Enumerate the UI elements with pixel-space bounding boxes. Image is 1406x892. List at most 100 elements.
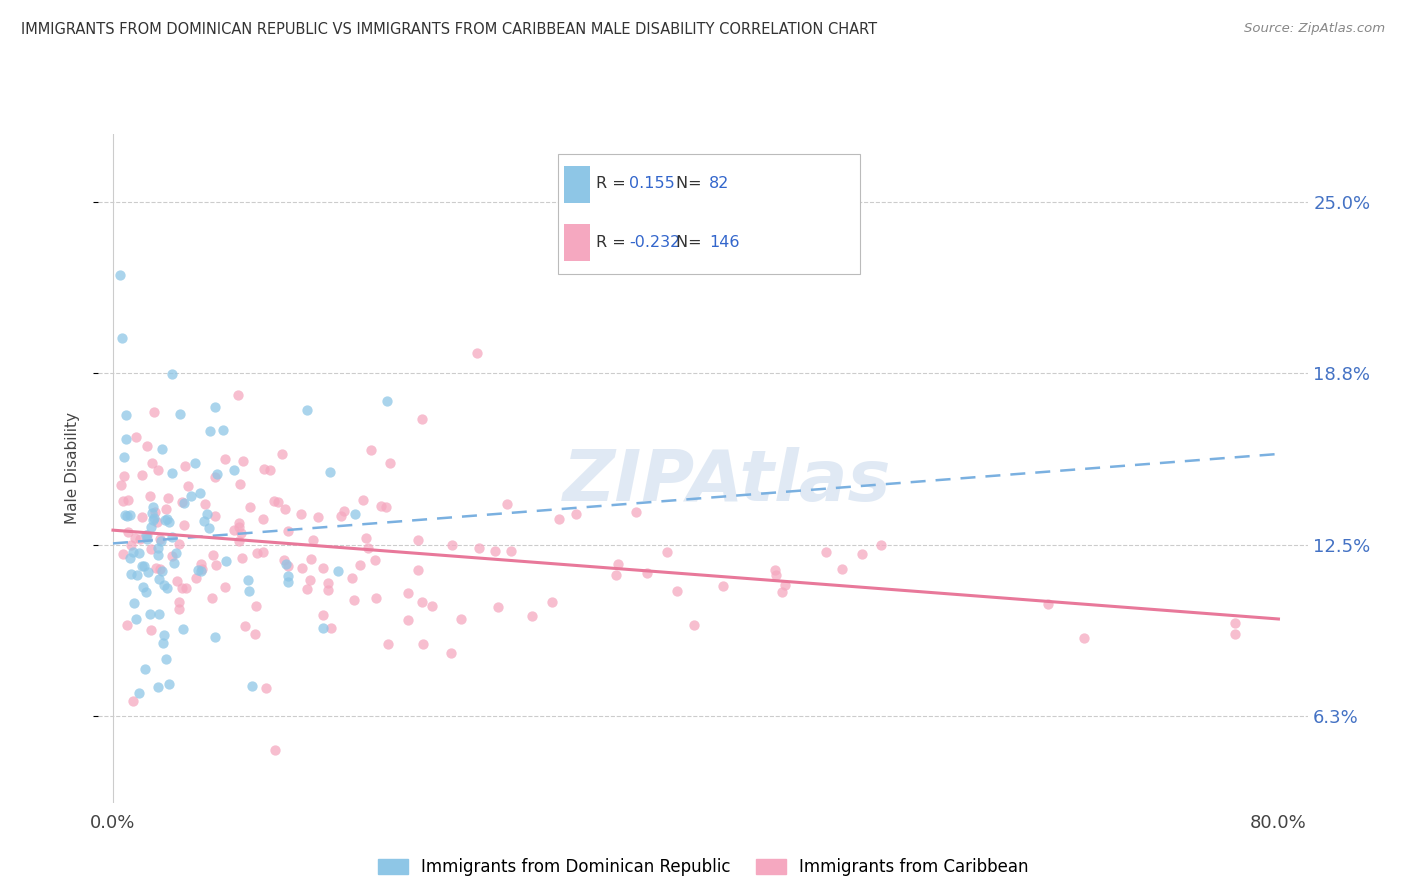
Immigrants from Caribbean — [307, 509, 329, 524]
Immigrants from Dominican Republic — [297, 403, 319, 417]
Immigrants from Dominican Republic — [114, 508, 136, 523]
Immigrants from Caribbean — [231, 525, 253, 540]
Immigrants from Caribbean — [157, 491, 180, 505]
Immigrants from Caribbean — [773, 578, 796, 592]
Immigrants from Caribbean — [343, 592, 366, 607]
Immigrants from Caribbean — [253, 461, 276, 475]
Immigrants from Caribbean — [141, 456, 163, 470]
Immigrants from Dominican Republic — [156, 581, 179, 595]
Immigrants from Caribbean — [172, 581, 194, 595]
Immigrants from Dominican Republic — [195, 508, 218, 522]
Immigrants from Caribbean — [299, 552, 322, 566]
Immigrants from Caribbean — [143, 505, 166, 519]
Immigrants from Caribbean — [354, 531, 377, 545]
Immigrants from Caribbean — [233, 619, 256, 633]
Text: IMMIGRANTS FROM DOMINICAN REPUBLIC VS IMMIGRANTS FROM CARIBBEAN MALE DISABILITY : IMMIGRANTS FROM DOMINICAN REPUBLIC VS IM… — [21, 22, 877, 37]
Immigrants from Caribbean — [374, 500, 396, 514]
Immigrants from Caribbean — [145, 515, 167, 529]
Immigrants from Caribbean — [120, 538, 142, 552]
Immigrants from Dominican Republic — [204, 400, 226, 414]
Immigrants from Dominican Republic — [150, 442, 173, 456]
Immigrants from Caribbean — [149, 532, 172, 546]
Immigrants from Dominican Republic — [211, 423, 233, 437]
Immigrants from Dominican Republic — [319, 466, 342, 480]
Immigrants from Dominican Republic — [135, 585, 157, 599]
Immigrants from Caribbean — [360, 443, 382, 458]
Immigrants from Dominican Republic — [120, 567, 142, 582]
Immigrants from Caribbean — [295, 582, 318, 596]
Immigrants from Caribbean — [228, 516, 250, 530]
Immigrants from Caribbean — [311, 607, 333, 622]
Immigrants from Caribbean — [465, 346, 488, 360]
Immigrants from Caribbean — [228, 533, 250, 548]
Immigrants from Caribbean — [184, 571, 207, 585]
Immigrants from Caribbean — [228, 477, 250, 491]
Text: 146: 146 — [709, 235, 740, 250]
Immigrants from Caribbean — [232, 454, 254, 468]
Immigrants from Caribbean — [167, 594, 190, 608]
Immigrants from Dominican Republic — [138, 607, 160, 621]
Immigrants from Caribbean — [831, 562, 853, 576]
Immigrants from Dominican Republic — [173, 496, 195, 510]
Immigrants from Caribbean — [411, 412, 433, 426]
Immigrants from Caribbean — [149, 562, 172, 576]
Immigrants from Caribbean — [486, 599, 509, 614]
Immigrants from Caribbean — [412, 637, 434, 651]
Immigrants from Dominican Republic — [160, 367, 183, 381]
FancyBboxPatch shape — [564, 224, 589, 261]
Immigrants from Caribbean — [155, 502, 177, 516]
Immigrants from Dominican Republic — [122, 545, 145, 559]
Immigrants from Caribbean — [205, 558, 228, 572]
Immigrants from Caribbean — [763, 563, 786, 577]
Immigrants from Caribbean — [263, 493, 285, 508]
Immigrants from Caribbean — [228, 520, 250, 534]
Immigrants from Dominican Republic — [122, 596, 145, 610]
Immigrants from Caribbean — [214, 451, 236, 466]
Immigrants from Caribbean — [450, 612, 472, 626]
Immigrants from Caribbean — [765, 568, 787, 582]
Immigrants from Caribbean — [333, 504, 356, 518]
Immigrants from Dominican Republic — [114, 432, 136, 446]
Text: R =: R = — [596, 235, 630, 250]
Immigrants from Caribbean — [377, 637, 399, 651]
Immigrants from Caribbean — [141, 541, 163, 556]
Immigrants from Caribbean — [316, 576, 339, 591]
Immigrants from Caribbean — [112, 548, 135, 562]
Immigrants from Caribbean — [136, 527, 159, 541]
Immigrants from Dominican Republic — [240, 679, 263, 693]
Immigrants from Dominican Republic — [141, 506, 163, 520]
Immigrants from Dominican Republic — [146, 548, 169, 562]
Immigrants from Caribbean — [231, 550, 253, 565]
Immigrants from Caribbean — [146, 463, 169, 477]
Immigrants from Caribbean — [370, 500, 392, 514]
Immigrants from Caribbean — [420, 599, 443, 614]
Text: ZIPAtlas: ZIPAtlas — [562, 447, 891, 516]
Immigrants from Dominican Republic — [120, 550, 142, 565]
Immigrants from Caribbean — [177, 478, 200, 492]
Immigrants from Caribbean — [131, 468, 153, 483]
Text: N=: N= — [676, 235, 707, 250]
Immigrants from Dominican Republic — [142, 513, 165, 527]
Immigrants from Caribbean — [851, 547, 873, 561]
Immigrants from Dominican Republic — [215, 554, 238, 568]
Immigrants from Dominican Republic — [172, 622, 194, 636]
Immigrants from Dominican Republic — [188, 486, 211, 500]
Immigrants from Dominican Republic — [169, 407, 191, 421]
Immigrants from Caribbean — [380, 456, 402, 470]
Immigrants from Caribbean — [540, 595, 562, 609]
Immigrants from Caribbean — [605, 568, 627, 582]
Immigrants from Dominican Republic — [165, 545, 187, 559]
Immigrants from Dominican Republic — [114, 409, 136, 423]
Immigrants from Dominican Republic — [198, 424, 221, 438]
Immigrants from Caribbean — [139, 489, 162, 503]
Immigrants from Dominican Republic — [125, 612, 148, 626]
Immigrants from Dominican Republic — [274, 557, 297, 571]
Immigrants from Dominican Republic — [142, 500, 165, 514]
Immigrants from Dominican Republic — [128, 686, 150, 700]
Immigrants from Caribbean — [273, 502, 295, 516]
Immigrants from Dominican Republic — [277, 569, 299, 583]
Immigrants from Caribbean — [112, 469, 135, 483]
Immigrants from Dominican Republic — [204, 630, 226, 644]
Immigrants from Caribbean — [655, 544, 678, 558]
Immigrants from Caribbean — [683, 618, 706, 632]
